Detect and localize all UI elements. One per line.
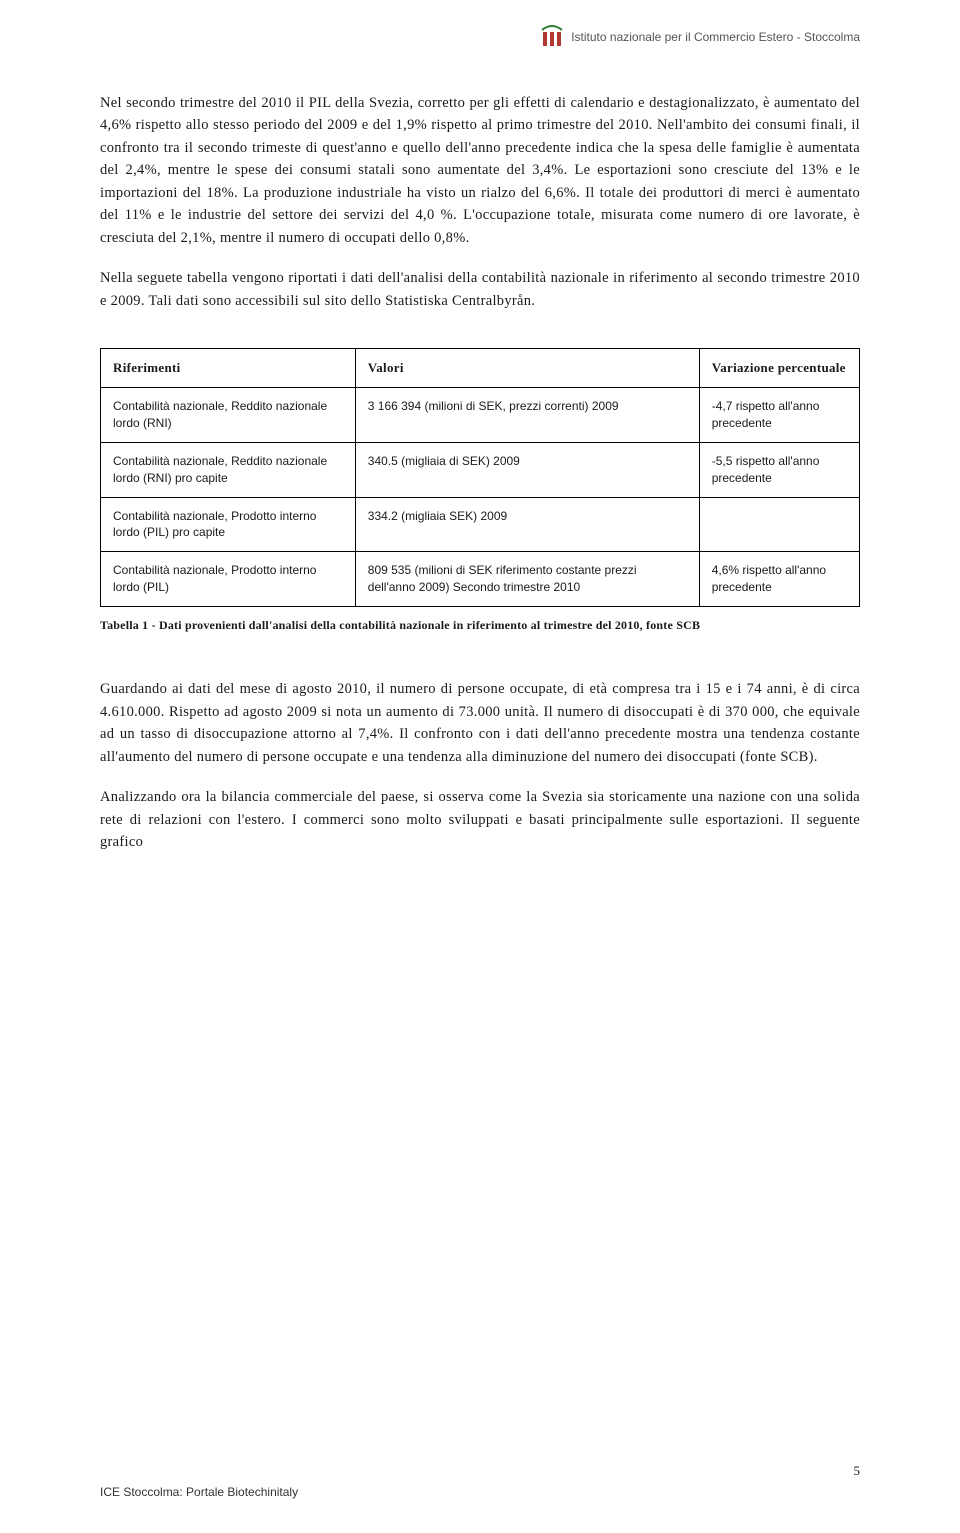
cell-variazione <box>699 497 859 552</box>
page-number: 5 <box>854 1463 861 1479</box>
body-content: Nel secondo trimestre del 2010 il PIL de… <box>100 92 860 312</box>
table-row: Contabilità nazionale, Reddito nazionale… <box>101 443 860 498</box>
paragraph-3: Guardando ai dati del mese di agosto 201… <box>100 678 860 768</box>
footer-left: ICE Stoccolma: Portale Biotechinitaly <box>100 1485 298 1499</box>
header-org-text: Istituto nazionale per il Commercio Este… <box>571 30 860 44</box>
table-caption: Tabella 1 - Dati provenienti dall'analis… <box>100 617 860 634</box>
cell-valori: 340.5 (migliaia di SEK) 2009 <box>355 443 699 498</box>
col-valori: Valori <box>355 349 699 388</box>
cell-variazione: -5,5 rispetto all'anno precedente <box>699 443 859 498</box>
cell-riferimenti: Contabilità nazionale, Reddito nazionale… <box>101 443 356 498</box>
national-accounts-table: Riferimenti Valori Variazione percentual… <box>100 348 860 607</box>
body-content-2: Guardando ai dati del mese di agosto 201… <box>100 678 860 853</box>
col-variazione: Variazione percentuale <box>699 349 859 388</box>
table-row: Contabilità nazionale, Prodotto interno … <box>101 552 860 607</box>
paragraph-1: Nel secondo trimestre del 2010 il PIL de… <box>100 92 860 249</box>
table-header-row: Riferimenti Valori Variazione percentual… <box>101 349 860 388</box>
table-row: Contabilità nazionale, Reddito nazionale… <box>101 388 860 443</box>
paragraph-4: Analizzando ora la bilancia commerciale … <box>100 786 860 853</box>
cell-variazione: 4,6% rispetto all'anno precedente <box>699 552 859 607</box>
cell-valori: 334.2 (migliaia SEK) 2009 <box>355 497 699 552</box>
cell-riferimenti: Contabilità nazionale, Prodotto interno … <box>101 552 356 607</box>
table-row: Contabilità nazionale, Prodotto interno … <box>101 497 860 552</box>
col-riferimenti: Riferimenti <box>101 349 356 388</box>
page-header: Istituto nazionale per il Commercio Este… <box>539 24 860 50</box>
cell-riferimenti: Contabilità nazionale, Reddito nazionale… <box>101 388 356 443</box>
cell-valori: 3 166 394 (milioni di SEK, prezzi corren… <box>355 388 699 443</box>
paragraph-2: Nella seguete tabella vengono riportati … <box>100 267 860 312</box>
cell-riferimenti: Contabilità nazionale, Prodotto interno … <box>101 497 356 552</box>
cell-variazione: -4,7 rispetto all'anno precedente <box>699 388 859 443</box>
cell-valori: 809 535 (milioni di SEK riferimento cost… <box>355 552 699 607</box>
ice-logo-icon <box>539 24 565 50</box>
